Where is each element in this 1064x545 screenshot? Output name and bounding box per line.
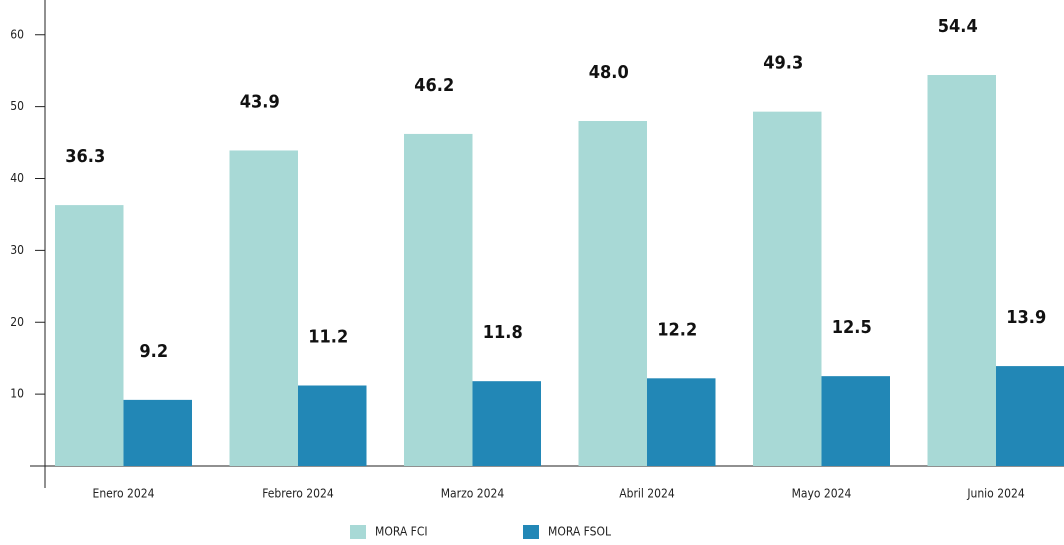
bar — [647, 378, 716, 466]
y-tick-label: 10 — [10, 387, 24, 401]
bar — [996, 366, 1064, 466]
data-label: 54.4 — [938, 16, 978, 37]
data-label: 11.8 — [483, 322, 523, 343]
legend-swatch — [523, 525, 539, 539]
x-tick-label: Mayo 2024 — [792, 487, 852, 501]
y-tick-label: 20 — [10, 315, 24, 329]
y-tick-label: 30 — [10, 243, 24, 257]
x-tick-label: Abril 2024 — [619, 487, 675, 501]
x-tick-label: Enero 2024 — [93, 487, 155, 501]
bar — [298, 385, 367, 466]
bar — [821, 376, 890, 466]
legend-label: MORA FCI — [375, 525, 428, 539]
data-label: 11.2 — [308, 327, 348, 348]
y-tick-label: 40 — [10, 171, 24, 185]
bar — [472, 381, 541, 466]
bar — [55, 205, 124, 466]
data-label: 43.9 — [240, 91, 280, 112]
data-label: 9.2 — [139, 341, 168, 362]
legend-swatch — [350, 525, 366, 539]
data-label: 46.2 — [414, 75, 454, 96]
data-label: 12.2 — [657, 319, 697, 340]
data-label: 48.0 — [589, 62, 629, 83]
legend-label: MORA FSOL — [548, 525, 611, 539]
bar — [927, 75, 996, 466]
bar — [578, 121, 647, 466]
bar — [404, 133, 473, 466]
y-tick-label: 60 — [10, 27, 24, 41]
x-tick-label: Febrero 2024 — [262, 487, 334, 501]
data-label: 36.3 — [65, 146, 105, 167]
data-label: 13.9 — [1006, 307, 1046, 328]
bar — [229, 150, 298, 466]
x-tick-label: Junio 2024 — [966, 487, 1025, 501]
y-tick-label: 50 — [10, 99, 24, 113]
x-tick-label: Marzo 2024 — [441, 487, 505, 501]
bar — [123, 399, 192, 466]
data-label: 49.3 — [763, 53, 803, 74]
bar — [753, 111, 822, 466]
data-label: 12.5 — [832, 317, 872, 338]
